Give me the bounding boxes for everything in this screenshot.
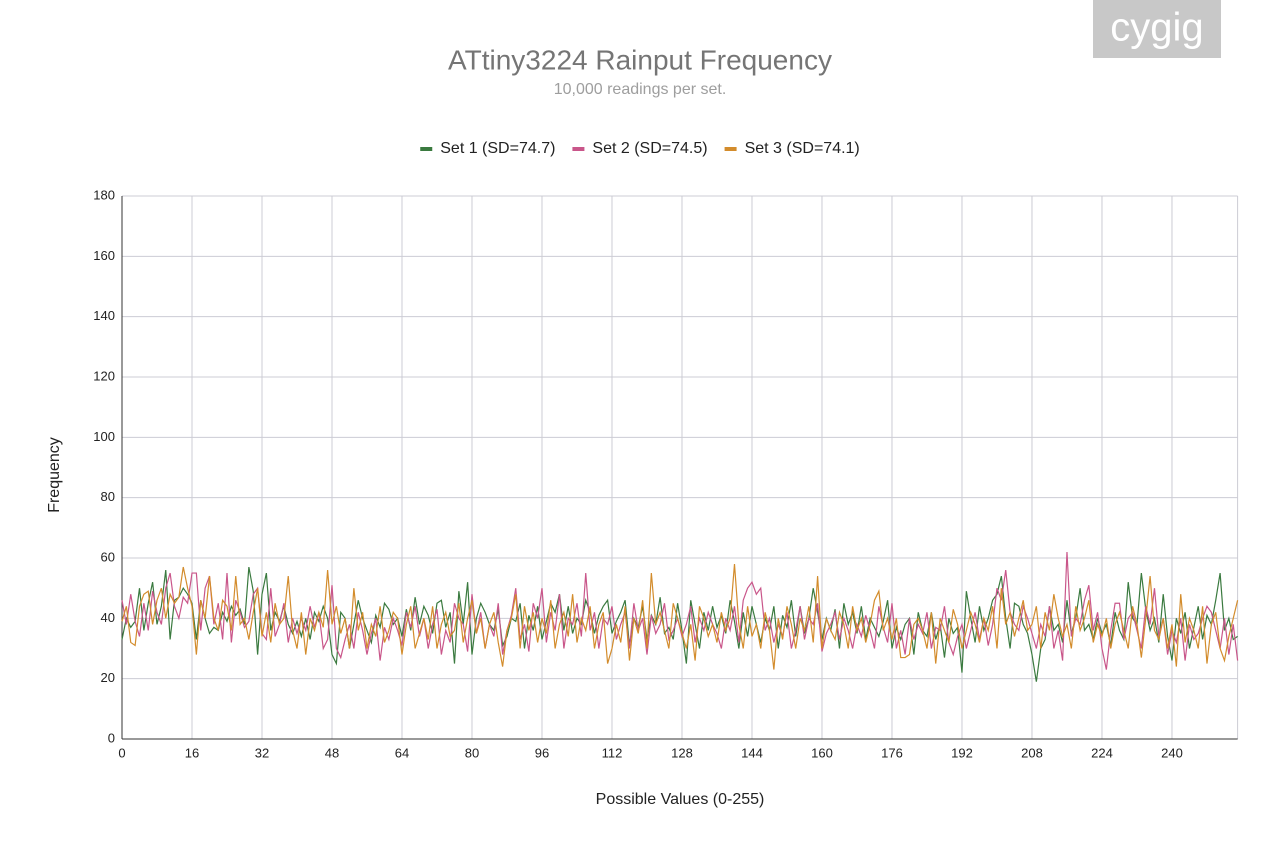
x-tick-label: 144 <box>741 745 763 760</box>
y-tick-label: 80 <box>101 489 115 504</box>
y-tick-label: 180 <box>93 187 115 202</box>
x-tick-label: 48 <box>325 745 339 760</box>
x-tick-label: 64 <box>395 745 409 760</box>
legend-item: Set 3 (SD=74.1) <box>724 140 860 157</box>
x-tick-label: 0 <box>118 745 125 760</box>
y-tick-label: 120 <box>93 368 115 383</box>
x-tick-label: 80 <box>465 745 479 760</box>
x-tick-label: 112 <box>602 745 623 760</box>
legend-label: Set 1 (SD=74.7) <box>440 140 555 157</box>
x-axis-label: Possible Values (0-255) <box>596 791 765 808</box>
legend-item: Set 2 (SD=74.5) <box>572 140 708 157</box>
chart-subtitle: 10,000 readings per set. <box>554 81 727 98</box>
series-line <box>121 566 1238 682</box>
series-line <box>121 563 1239 670</box>
legend-label: Set 2 (SD=74.5) <box>592 140 707 157</box>
legend-label: Set 3 (SD=74.1) <box>745 140 860 157</box>
chart-title: ATtiny3224 Rainput Frequency <box>448 44 832 75</box>
x-tick-label: 224 <box>1091 745 1113 760</box>
legend-swatch <box>572 147 585 151</box>
legend: Set 1 (SD=74.7) Set 2 (SD=74.5) Set 3 (SD=… <box>420 140 860 157</box>
y-tick-label: 60 <box>101 549 115 564</box>
legend-item: Set 1 (SD=74.7) <box>420 140 555 157</box>
y-tick-label: 20 <box>101 670 115 685</box>
y-tick-label: 160 <box>93 248 115 263</box>
x-tick-label: 192 <box>951 745 973 760</box>
x-tick-label: 32 <box>255 745 269 760</box>
y-tick-label: 140 <box>93 308 115 323</box>
legend-swatch <box>420 147 433 151</box>
x-tick-label: 240 <box>1161 745 1183 760</box>
x-tick-label: 96 <box>535 745 549 760</box>
x-tick-label: 160 <box>811 745 833 760</box>
y-axis-label: Frequency <box>46 437 63 513</box>
watermark: cygig <box>1110 6 1203 50</box>
y-tick-label: 40 <box>101 610 115 625</box>
x-tick-label: 128 <box>671 745 693 760</box>
x-tick-label: 208 <box>1021 745 1043 760</box>
watermark-box <box>1093 0 1221 58</box>
legend-swatch <box>724 147 737 151</box>
x-tick-label: 176 <box>881 745 903 760</box>
y-tick-label: 100 <box>93 429 115 444</box>
x-tick-label: 16 <box>185 745 199 760</box>
series-line <box>121 551 1239 670</box>
y-tick-label: 0 <box>108 730 115 745</box>
